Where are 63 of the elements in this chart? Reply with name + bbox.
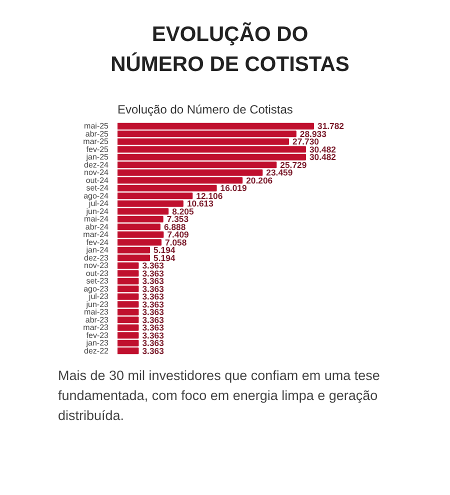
- data-label: 3.363: [142, 284, 164, 294]
- chart-subtitle: Evolução do Número de Cotistas: [118, 102, 293, 116]
- y-tick-label: mar-25: [83, 137, 110, 146]
- data-label: 6.888: [164, 222, 186, 232]
- data-label: 3.363: [142, 330, 164, 340]
- y-tick-label: jun-23: [85, 300, 110, 309]
- y-tick-label: jan-23: [85, 338, 110, 348]
- y-tick-label: jul-24: [88, 199, 110, 208]
- data-label: 20.206: [246, 175, 273, 186]
- data-label: 3.363: [142, 292, 164, 302]
- data-label: 5.194: [154, 252, 176, 263]
- data-label: 7.058: [165, 237, 187, 248]
- data-label: 8.205: [172, 206, 194, 216]
- data-label: 3.363: [142, 299, 164, 310]
- y-tick-label: nov-23: [84, 261, 110, 270]
- data-label: 7.353: [166, 214, 189, 224]
- data-label: 3.363: [142, 268, 164, 278]
- data-label: 7.409: [167, 230, 190, 240]
- data-label: 30.482: [309, 152, 336, 162]
- y-tick-label: mai-25: [84, 122, 110, 131]
- y-tick-label: out-23: [86, 268, 110, 278]
- data-label: 3.363: [142, 346, 164, 356]
- data-label: 27.730: [292, 136, 320, 147]
- data-label: 12.106: [196, 190, 223, 201]
- y-tick-label: mai-23: [84, 308, 110, 317]
- data-label: 10.613: [186, 198, 214, 209]
- y-tick-label: set-23: [86, 276, 110, 286]
- y-tick-label: dez-23: [84, 253, 110, 262]
- y-tick-label: fev-25: [86, 144, 110, 154]
- y-tick-label: dez-22: [84, 346, 110, 356]
- y-tick-label: jul-23: [88, 292, 110, 302]
- y-tick-label: mai-24: [84, 214, 110, 224]
- text: Mais de 30 mil investidores que confiam em uma tese fundamentada, com foco em energia limpa e geração distribuída.: [58, 367, 381, 425]
- y-tick-label: jan-24: [85, 246, 110, 255]
- y-tick-label: abr-25: [85, 129, 110, 138]
- y-tick-label: fev-23: [86, 330, 110, 340]
- y-tick-label: nov-24: [84, 168, 110, 178]
- y-tick-label: dez-24: [84, 160, 110, 170]
- data-label: 31.782: [318, 121, 344, 132]
- y-tick-label: ago-23: [84, 284, 110, 294]
- data-label: 3.363: [142, 307, 164, 318]
- y-tick-label: jan-25: [85, 152, 110, 162]
- data-label: 5.194: [154, 245, 176, 256]
- y-tick-label: out-24: [86, 176, 110, 185]
- y-tick-label: mar-23: [83, 323, 110, 332]
- y-tick-label: jun-24: [85, 206, 110, 216]
- data-label: 23.459: [266, 168, 293, 178]
- data-label: 28.933: [300, 128, 327, 139]
- y-tick-label: set-24: [86, 184, 110, 193]
- data-label: 3.363: [142, 260, 164, 271]
- y-tick-label: mar-24: [83, 230, 110, 240]
- data-label: 3.363: [142, 276, 164, 286]
- y-tick-label: abr-24: [85, 222, 110, 232]
- data-label: 16.019: [220, 183, 247, 194]
- data-label: 3.363: [142, 314, 164, 325]
- data-label: 30.482: [309, 144, 336, 154]
- chart-title: EVOLUÇÃO DO NÚMERO DE COTISTAS: [110, 21, 350, 78]
- y-tick-label: ago-24: [84, 191, 110, 200]
- y-tick-label: abr-23: [85, 315, 110, 324]
- data-label: 3.363: [142, 338, 164, 348]
- data-label: 25.729: [280, 160, 307, 170]
- data-label: 3.363: [142, 322, 164, 333]
- y-tick-label: fev-24: [86, 238, 110, 247]
